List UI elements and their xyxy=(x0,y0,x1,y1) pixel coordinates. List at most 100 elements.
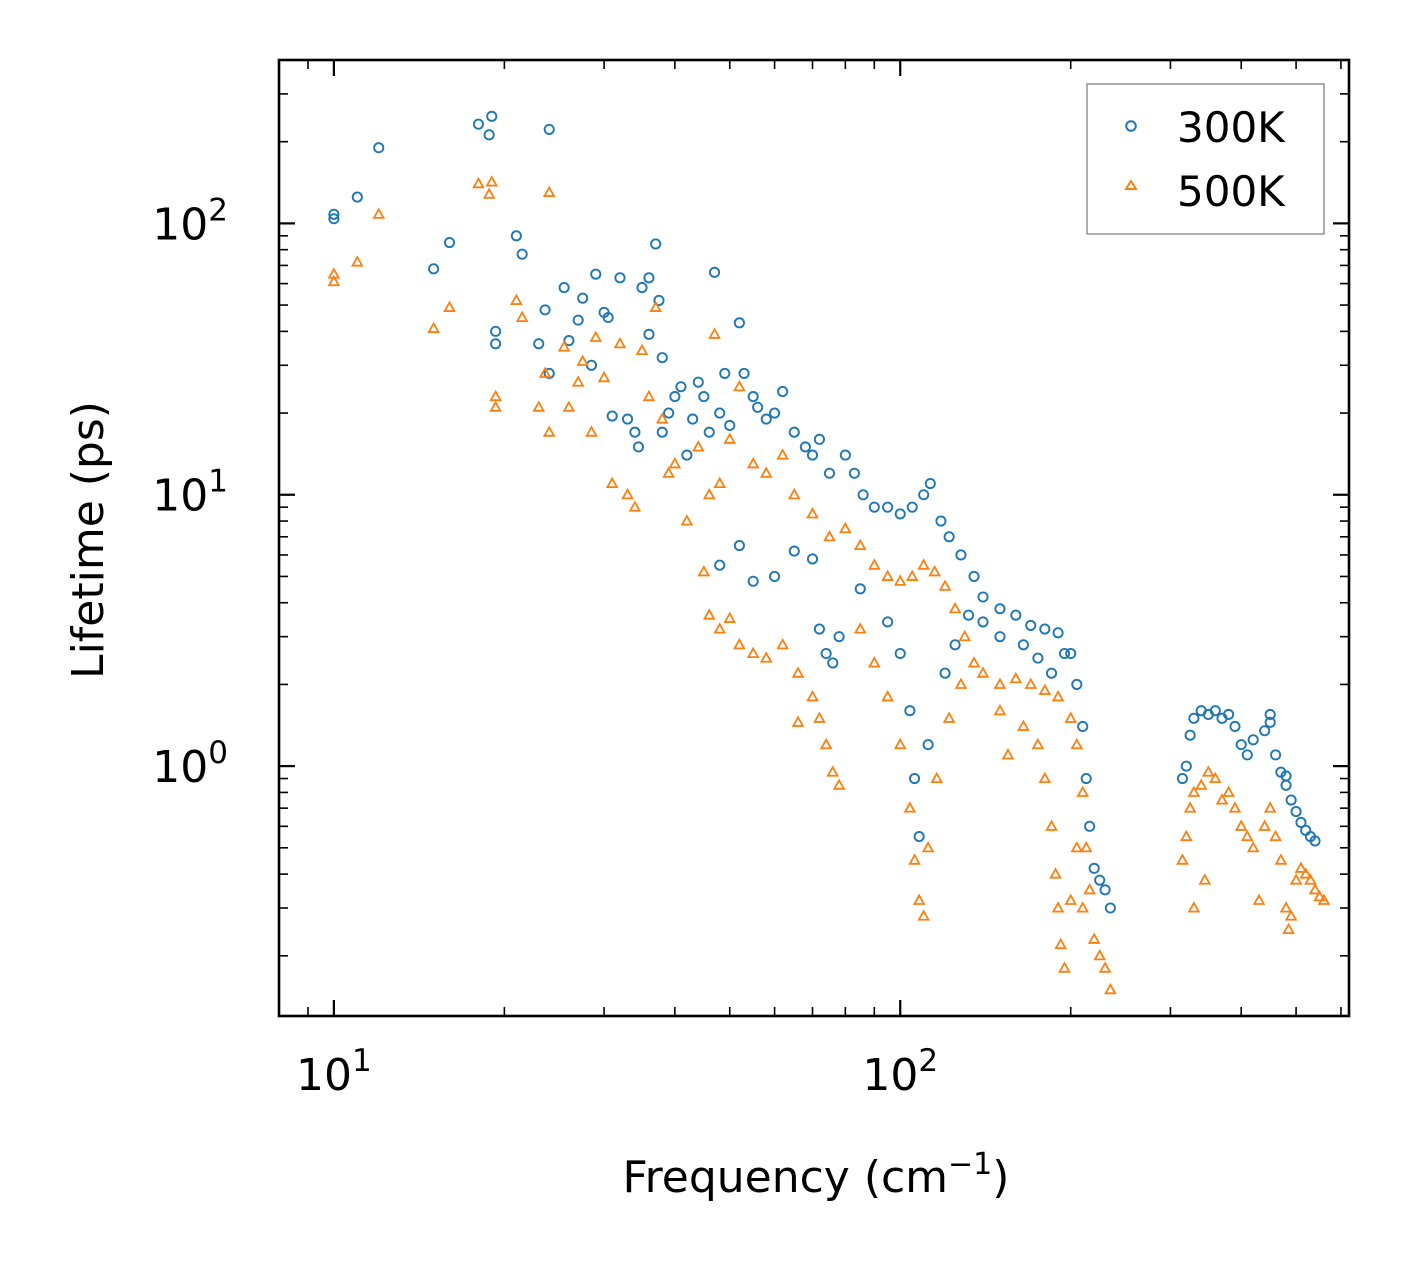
data-point-300k xyxy=(788,545,800,557)
data-point-500k xyxy=(1070,737,1084,750)
y-tick-label: 100 xyxy=(152,735,228,793)
data-point-300k xyxy=(1025,619,1037,631)
data-point-300k xyxy=(443,236,456,249)
data-point-300k xyxy=(788,426,800,438)
data-point-500k xyxy=(680,514,694,526)
data-point-500k xyxy=(806,689,819,702)
data-point-500k xyxy=(1234,819,1248,831)
data-point-500k xyxy=(482,187,496,199)
data-point-500k xyxy=(1299,867,1313,879)
data-point-300k xyxy=(1280,770,1292,782)
data-point-300k xyxy=(968,570,980,582)
data-point-300k xyxy=(813,433,825,445)
data-point-500k xyxy=(585,425,598,437)
data-point-300k xyxy=(490,338,502,350)
data-point-300k xyxy=(955,549,967,561)
data-point-300k xyxy=(1032,652,1044,664)
data-point-500k xyxy=(917,909,931,921)
data-point-300k xyxy=(1052,627,1064,639)
data-point-300k xyxy=(643,272,655,284)
data-point-500k xyxy=(723,432,737,444)
data-point-300k xyxy=(714,407,726,419)
data-point-300k xyxy=(1264,708,1276,721)
data-point-500k xyxy=(1284,909,1298,921)
data-point-500k xyxy=(1045,819,1058,831)
data-point-300k xyxy=(882,616,894,628)
data-point-300k xyxy=(1264,716,1276,728)
data-point-300k xyxy=(924,477,936,490)
data-point-500k xyxy=(489,400,502,412)
data-point-500k xyxy=(662,466,675,478)
data-point-500k xyxy=(776,448,789,460)
data-point-500k xyxy=(908,853,921,865)
x-axis-label: Frequency (cm−1) xyxy=(623,1147,1010,1203)
data-point-500k xyxy=(1187,785,1201,797)
y-tick-label: 101 xyxy=(152,464,228,522)
data-point-500k xyxy=(576,354,590,366)
data-point-500k xyxy=(954,677,968,689)
data-point-500k xyxy=(853,622,867,634)
x-tick-label: 101 xyxy=(296,1043,372,1101)
data-point-300k xyxy=(1099,884,1111,896)
data-point-500k xyxy=(1001,748,1015,760)
data-point-500k xyxy=(958,629,972,642)
data-point-300k xyxy=(602,311,614,324)
data-point-500k xyxy=(1083,882,1096,895)
data-point-500k xyxy=(1179,829,1193,842)
data-point-300k xyxy=(632,441,645,453)
data-point-500k xyxy=(1054,937,1068,950)
data-point-500k xyxy=(1263,801,1277,813)
data-point-500k xyxy=(327,274,341,287)
data-point-300k xyxy=(1094,874,1106,886)
data-point-500k xyxy=(597,370,611,383)
data-point-300k xyxy=(1280,779,1292,791)
data-point-300k xyxy=(854,583,866,595)
data-point-500k xyxy=(1079,840,1093,853)
x-axis-label-main: Frequency (cm xyxy=(623,1152,949,1203)
data-point-500k xyxy=(791,666,805,678)
data-point-500k xyxy=(1222,785,1235,797)
data-point-300k xyxy=(848,467,860,479)
tick-labels: 101 102 100 101 102 xyxy=(152,192,938,1101)
data-point-300k xyxy=(708,266,721,278)
data-point-300k xyxy=(994,603,1006,615)
data-point-500k xyxy=(806,507,819,519)
data-point-300k xyxy=(833,631,845,643)
data-point-500k xyxy=(1176,853,1189,865)
data-point-500k xyxy=(912,893,926,905)
data-point-500k xyxy=(1064,711,1078,723)
data-point-500k xyxy=(589,330,603,342)
data-point-500k xyxy=(655,412,669,424)
data-point-300k xyxy=(857,489,869,501)
data-point-300k xyxy=(328,208,340,220)
data-point-300k xyxy=(606,410,618,422)
data-point-300k xyxy=(1188,712,1200,724)
data-point-300k xyxy=(747,391,759,403)
legend-300k-marker xyxy=(1125,120,1137,132)
data-point-300k xyxy=(1295,816,1307,829)
data-point-500k xyxy=(746,456,760,469)
data-point-500k xyxy=(917,558,931,570)
data-point-300k xyxy=(1065,647,1077,660)
data-point-300k xyxy=(738,367,750,379)
data-point-500k xyxy=(867,656,881,668)
data-point-500k xyxy=(1024,677,1038,689)
x-axis-label-close: ) xyxy=(992,1152,1009,1203)
data-point-500k xyxy=(327,267,341,279)
data-point-300k xyxy=(483,129,495,141)
data-point-500k xyxy=(485,175,499,187)
data-point-500k xyxy=(668,456,682,469)
data-point-300k xyxy=(692,376,704,388)
data-point-300k xyxy=(733,317,745,329)
data-point-300k xyxy=(543,367,555,379)
data-point-500k xyxy=(1240,829,1254,842)
data-point-500k xyxy=(713,476,727,489)
data-point-300k xyxy=(663,407,675,419)
data-point-500k xyxy=(976,666,990,678)
data-point-300k xyxy=(977,616,989,628)
data-point-300k xyxy=(1080,772,1092,785)
data-point-300k xyxy=(939,667,951,679)
data-point-500k xyxy=(1313,889,1326,902)
data-point-500k xyxy=(921,840,935,853)
data-point-300k xyxy=(760,413,772,425)
